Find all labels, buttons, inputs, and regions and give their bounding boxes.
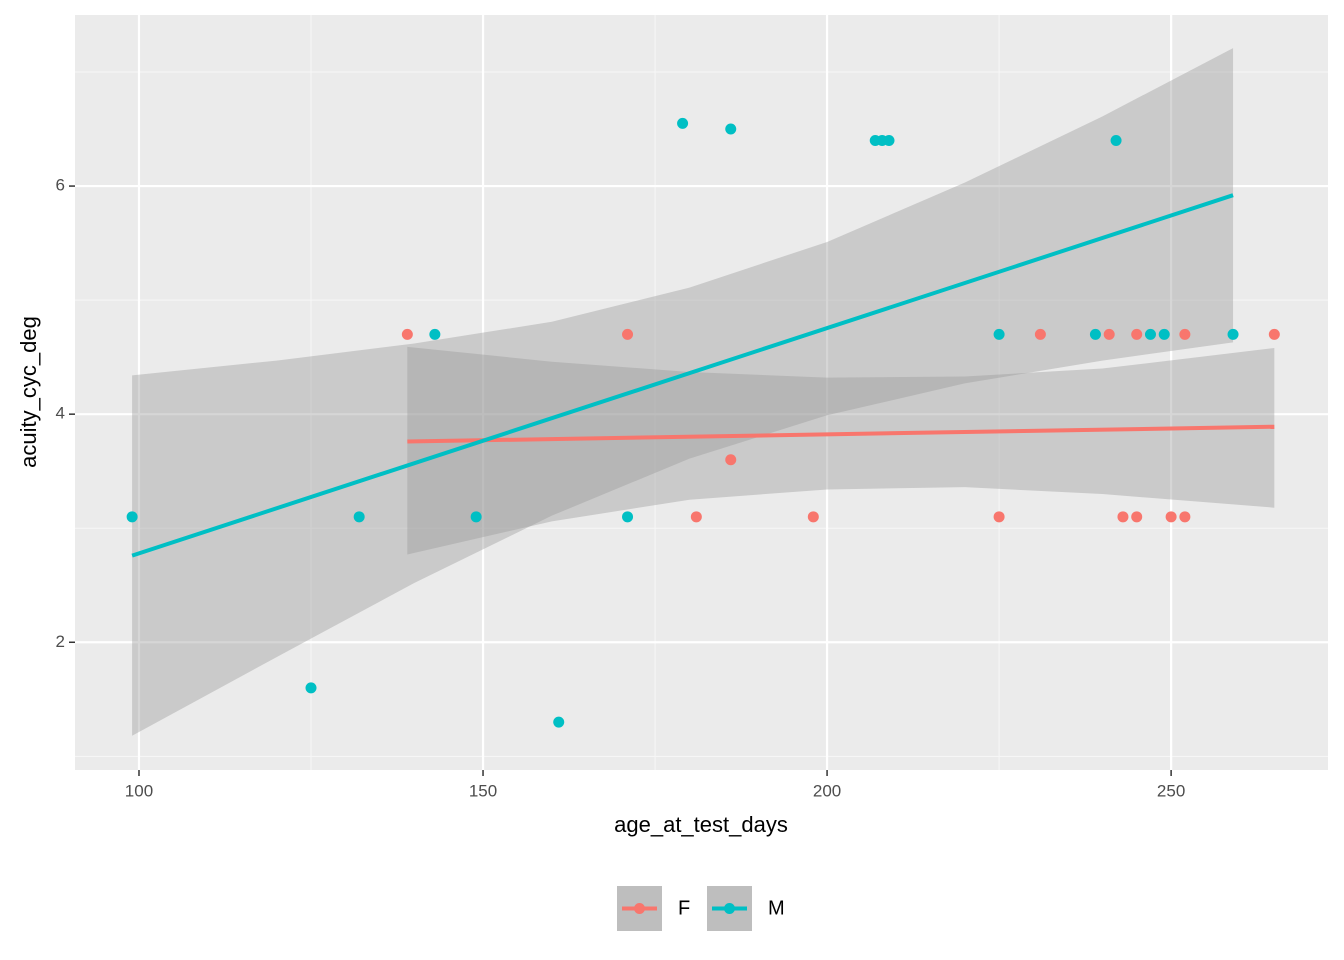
point xyxy=(305,682,317,694)
point xyxy=(1144,328,1156,340)
fit-line xyxy=(407,424,1275,444)
confidence-band xyxy=(407,346,1275,555)
point xyxy=(1131,328,1143,340)
point xyxy=(1165,511,1177,523)
fit-line xyxy=(131,193,1234,558)
point xyxy=(1117,511,1129,523)
point xyxy=(401,328,413,340)
grid xyxy=(75,15,1328,770)
x-tick-label: 150 xyxy=(469,781,497,800)
point xyxy=(993,511,1005,523)
x-tick-label: 100 xyxy=(125,781,153,800)
point xyxy=(993,328,1005,340)
point xyxy=(1103,328,1115,340)
legend-point xyxy=(724,903,735,914)
point xyxy=(622,328,634,340)
point xyxy=(1227,328,1239,340)
marks xyxy=(126,117,1280,728)
point xyxy=(622,511,634,523)
point xyxy=(429,328,441,340)
y-axis-title: acuity_cyc_deg xyxy=(16,316,41,468)
point xyxy=(553,716,565,728)
point xyxy=(1158,328,1170,340)
point xyxy=(126,511,138,523)
y-tick-label: 2 xyxy=(56,632,65,651)
point xyxy=(1110,134,1122,146)
point xyxy=(1179,328,1191,340)
point xyxy=(883,134,895,146)
point xyxy=(353,511,365,523)
point xyxy=(690,511,702,523)
y-tick-label: 6 xyxy=(56,176,65,195)
point xyxy=(725,123,737,135)
point xyxy=(725,454,737,466)
x-tick-label: 200 xyxy=(813,781,841,800)
point xyxy=(1268,328,1280,340)
point xyxy=(470,511,482,523)
legend-label: M xyxy=(768,897,785,919)
point xyxy=(1131,511,1143,523)
bands xyxy=(132,48,1275,736)
x-axis-title: age_at_test_days xyxy=(614,812,788,837)
point xyxy=(1034,328,1046,340)
confidence-band xyxy=(132,48,1234,736)
legend-label: F xyxy=(678,897,690,919)
y-tick-label: 4 xyxy=(56,404,65,423)
point xyxy=(807,511,819,523)
point xyxy=(1179,511,1191,523)
point xyxy=(1089,328,1101,340)
point xyxy=(677,117,689,129)
x-tick-label: 250 xyxy=(1157,781,1185,800)
legend-point xyxy=(634,903,645,914)
